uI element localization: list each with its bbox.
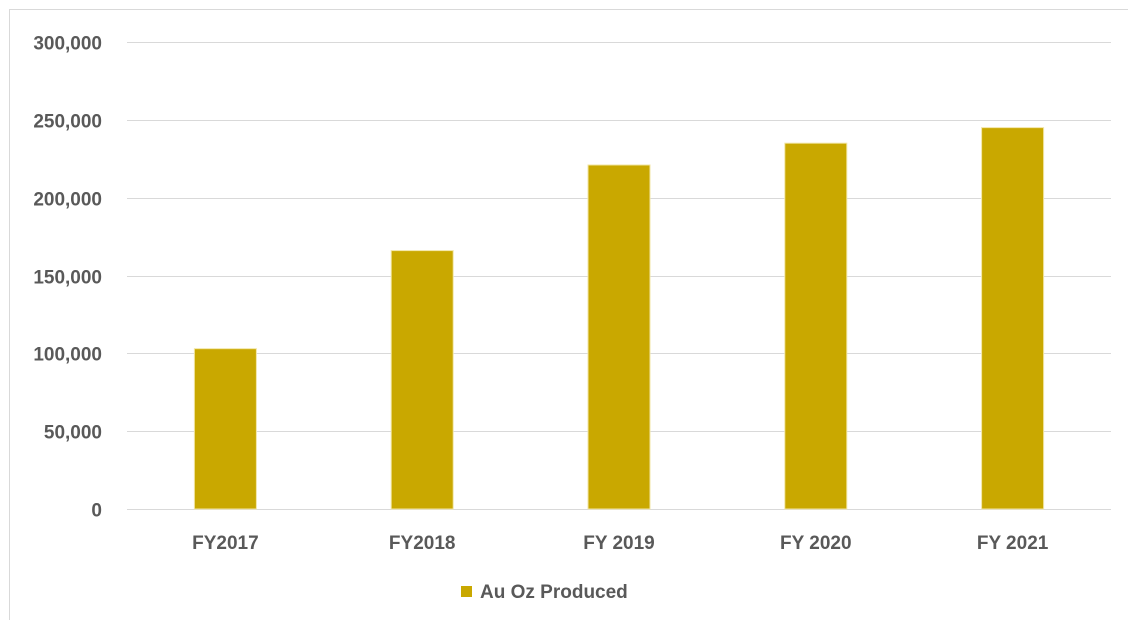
y-tick-label: 200,000 xyxy=(33,190,102,211)
legend: Au Oz Produced xyxy=(461,582,628,603)
y-axis-ticks: 0 50,000 100,000 150,000 200,000 250,000 300,0… xyxy=(33,34,102,522)
bar-fy2018 xyxy=(390,250,454,510)
bars xyxy=(193,127,1045,510)
bar-fy2021 xyxy=(981,127,1045,510)
x-tick-label: FY 2019 xyxy=(583,533,654,554)
y-tick-label: 250,000 xyxy=(33,112,102,133)
bar-fy2020 xyxy=(784,142,848,510)
x-tick-label: FY2017 xyxy=(192,533,259,554)
y-tick-label: 100,000 xyxy=(33,345,102,366)
y-tick-label: 300,000 xyxy=(33,34,102,55)
x-tick-label: FY2018 xyxy=(389,533,456,554)
bar-fy2019 xyxy=(587,164,651,510)
y-tick-label: 0 xyxy=(91,501,102,522)
y-tick-label: 50,000 xyxy=(44,423,102,444)
x-axis-ticks: FY2017 FY2018 FY 2019 FY 2020 FY 2021 xyxy=(192,533,1049,554)
chart-area xyxy=(9,9,1128,620)
x-tick-label: FY 2020 xyxy=(780,533,851,554)
y-tick-label: 150,000 xyxy=(33,268,102,289)
legend-label: Au Oz Produced xyxy=(480,582,628,603)
legend-swatch xyxy=(461,586,472,597)
x-tick-label: FY 2021 xyxy=(977,533,1049,554)
bar-fy2017 xyxy=(193,348,257,510)
